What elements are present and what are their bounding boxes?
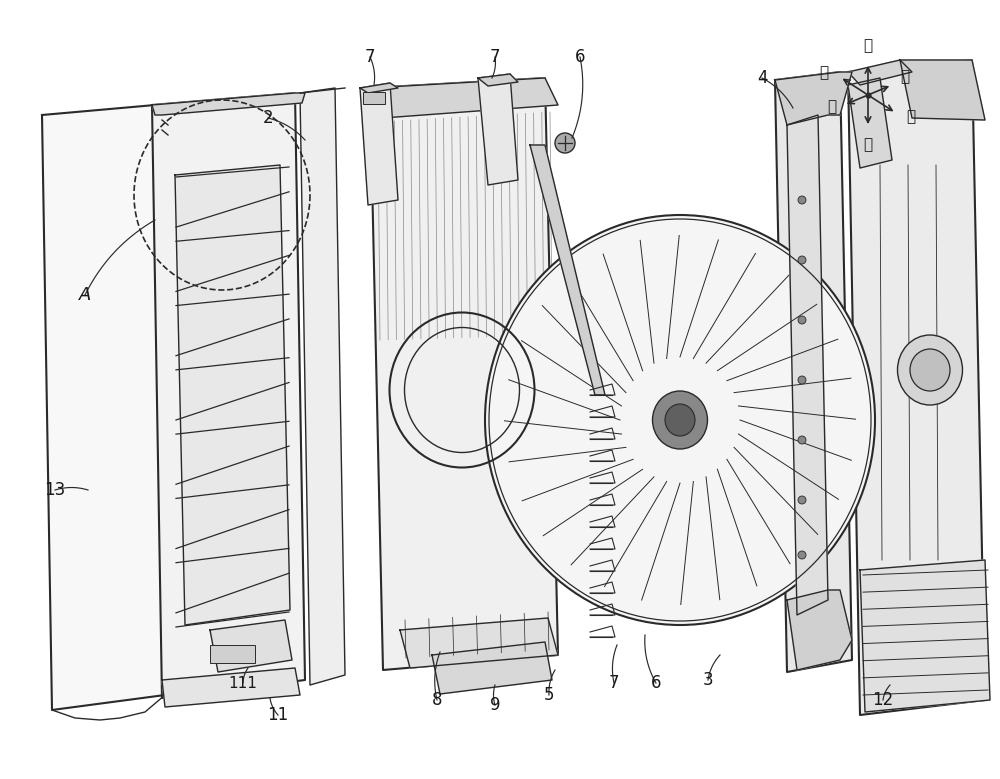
Text: 6: 6: [651, 674, 661, 692]
Polygon shape: [478, 74, 518, 185]
Polygon shape: [370, 78, 558, 118]
Polygon shape: [42, 105, 165, 710]
Text: 3: 3: [703, 671, 713, 689]
Text: 12: 12: [872, 691, 894, 709]
Circle shape: [798, 376, 806, 384]
Polygon shape: [400, 618, 558, 668]
Circle shape: [798, 436, 806, 444]
Text: 5: 5: [544, 686, 554, 704]
Polygon shape: [360, 83, 398, 205]
Text: 7: 7: [490, 48, 500, 66]
Ellipse shape: [898, 335, 962, 405]
Text: 左: 左: [819, 65, 828, 80]
Ellipse shape: [485, 215, 875, 625]
Text: 右: 右: [906, 110, 915, 125]
Text: 8: 8: [432, 691, 442, 709]
Polygon shape: [775, 72, 852, 672]
Polygon shape: [787, 590, 852, 670]
Polygon shape: [848, 78, 892, 168]
Circle shape: [555, 133, 575, 153]
Polygon shape: [152, 93, 305, 115]
Polygon shape: [848, 60, 912, 85]
Circle shape: [798, 496, 806, 504]
Polygon shape: [360, 83, 398, 93]
Text: 7: 7: [609, 674, 619, 692]
Text: A: A: [79, 286, 91, 304]
Bar: [210, 645, 255, 663]
Circle shape: [798, 196, 806, 204]
Polygon shape: [530, 145, 605, 395]
Polygon shape: [152, 93, 305, 698]
Polygon shape: [787, 115, 828, 615]
Text: 9: 9: [490, 696, 500, 714]
Ellipse shape: [665, 404, 695, 436]
Polygon shape: [210, 620, 292, 672]
Bar: [363, 92, 385, 104]
Polygon shape: [162, 668, 300, 707]
Polygon shape: [175, 165, 290, 625]
Polygon shape: [775, 72, 852, 125]
Polygon shape: [848, 60, 985, 715]
Text: 111: 111: [229, 675, 257, 690]
Ellipse shape: [652, 391, 708, 449]
Text: 前: 前: [827, 100, 836, 115]
Polygon shape: [370, 78, 558, 670]
Text: 下: 下: [863, 137, 873, 152]
Circle shape: [798, 316, 806, 324]
Circle shape: [798, 256, 806, 264]
Ellipse shape: [910, 349, 950, 391]
Circle shape: [798, 551, 806, 559]
Polygon shape: [478, 74, 518, 86]
Text: 13: 13: [44, 481, 66, 499]
Text: 上: 上: [863, 38, 873, 53]
Polygon shape: [432, 642, 552, 694]
Text: 6: 6: [575, 48, 585, 66]
Text: 2: 2: [263, 109, 273, 127]
Text: 后: 后: [900, 69, 909, 84]
Text: 11: 11: [267, 706, 289, 724]
Text: 7: 7: [365, 48, 375, 66]
Polygon shape: [860, 560, 990, 712]
Polygon shape: [900, 60, 985, 120]
Text: 4: 4: [757, 69, 767, 87]
Polygon shape: [300, 88, 345, 685]
